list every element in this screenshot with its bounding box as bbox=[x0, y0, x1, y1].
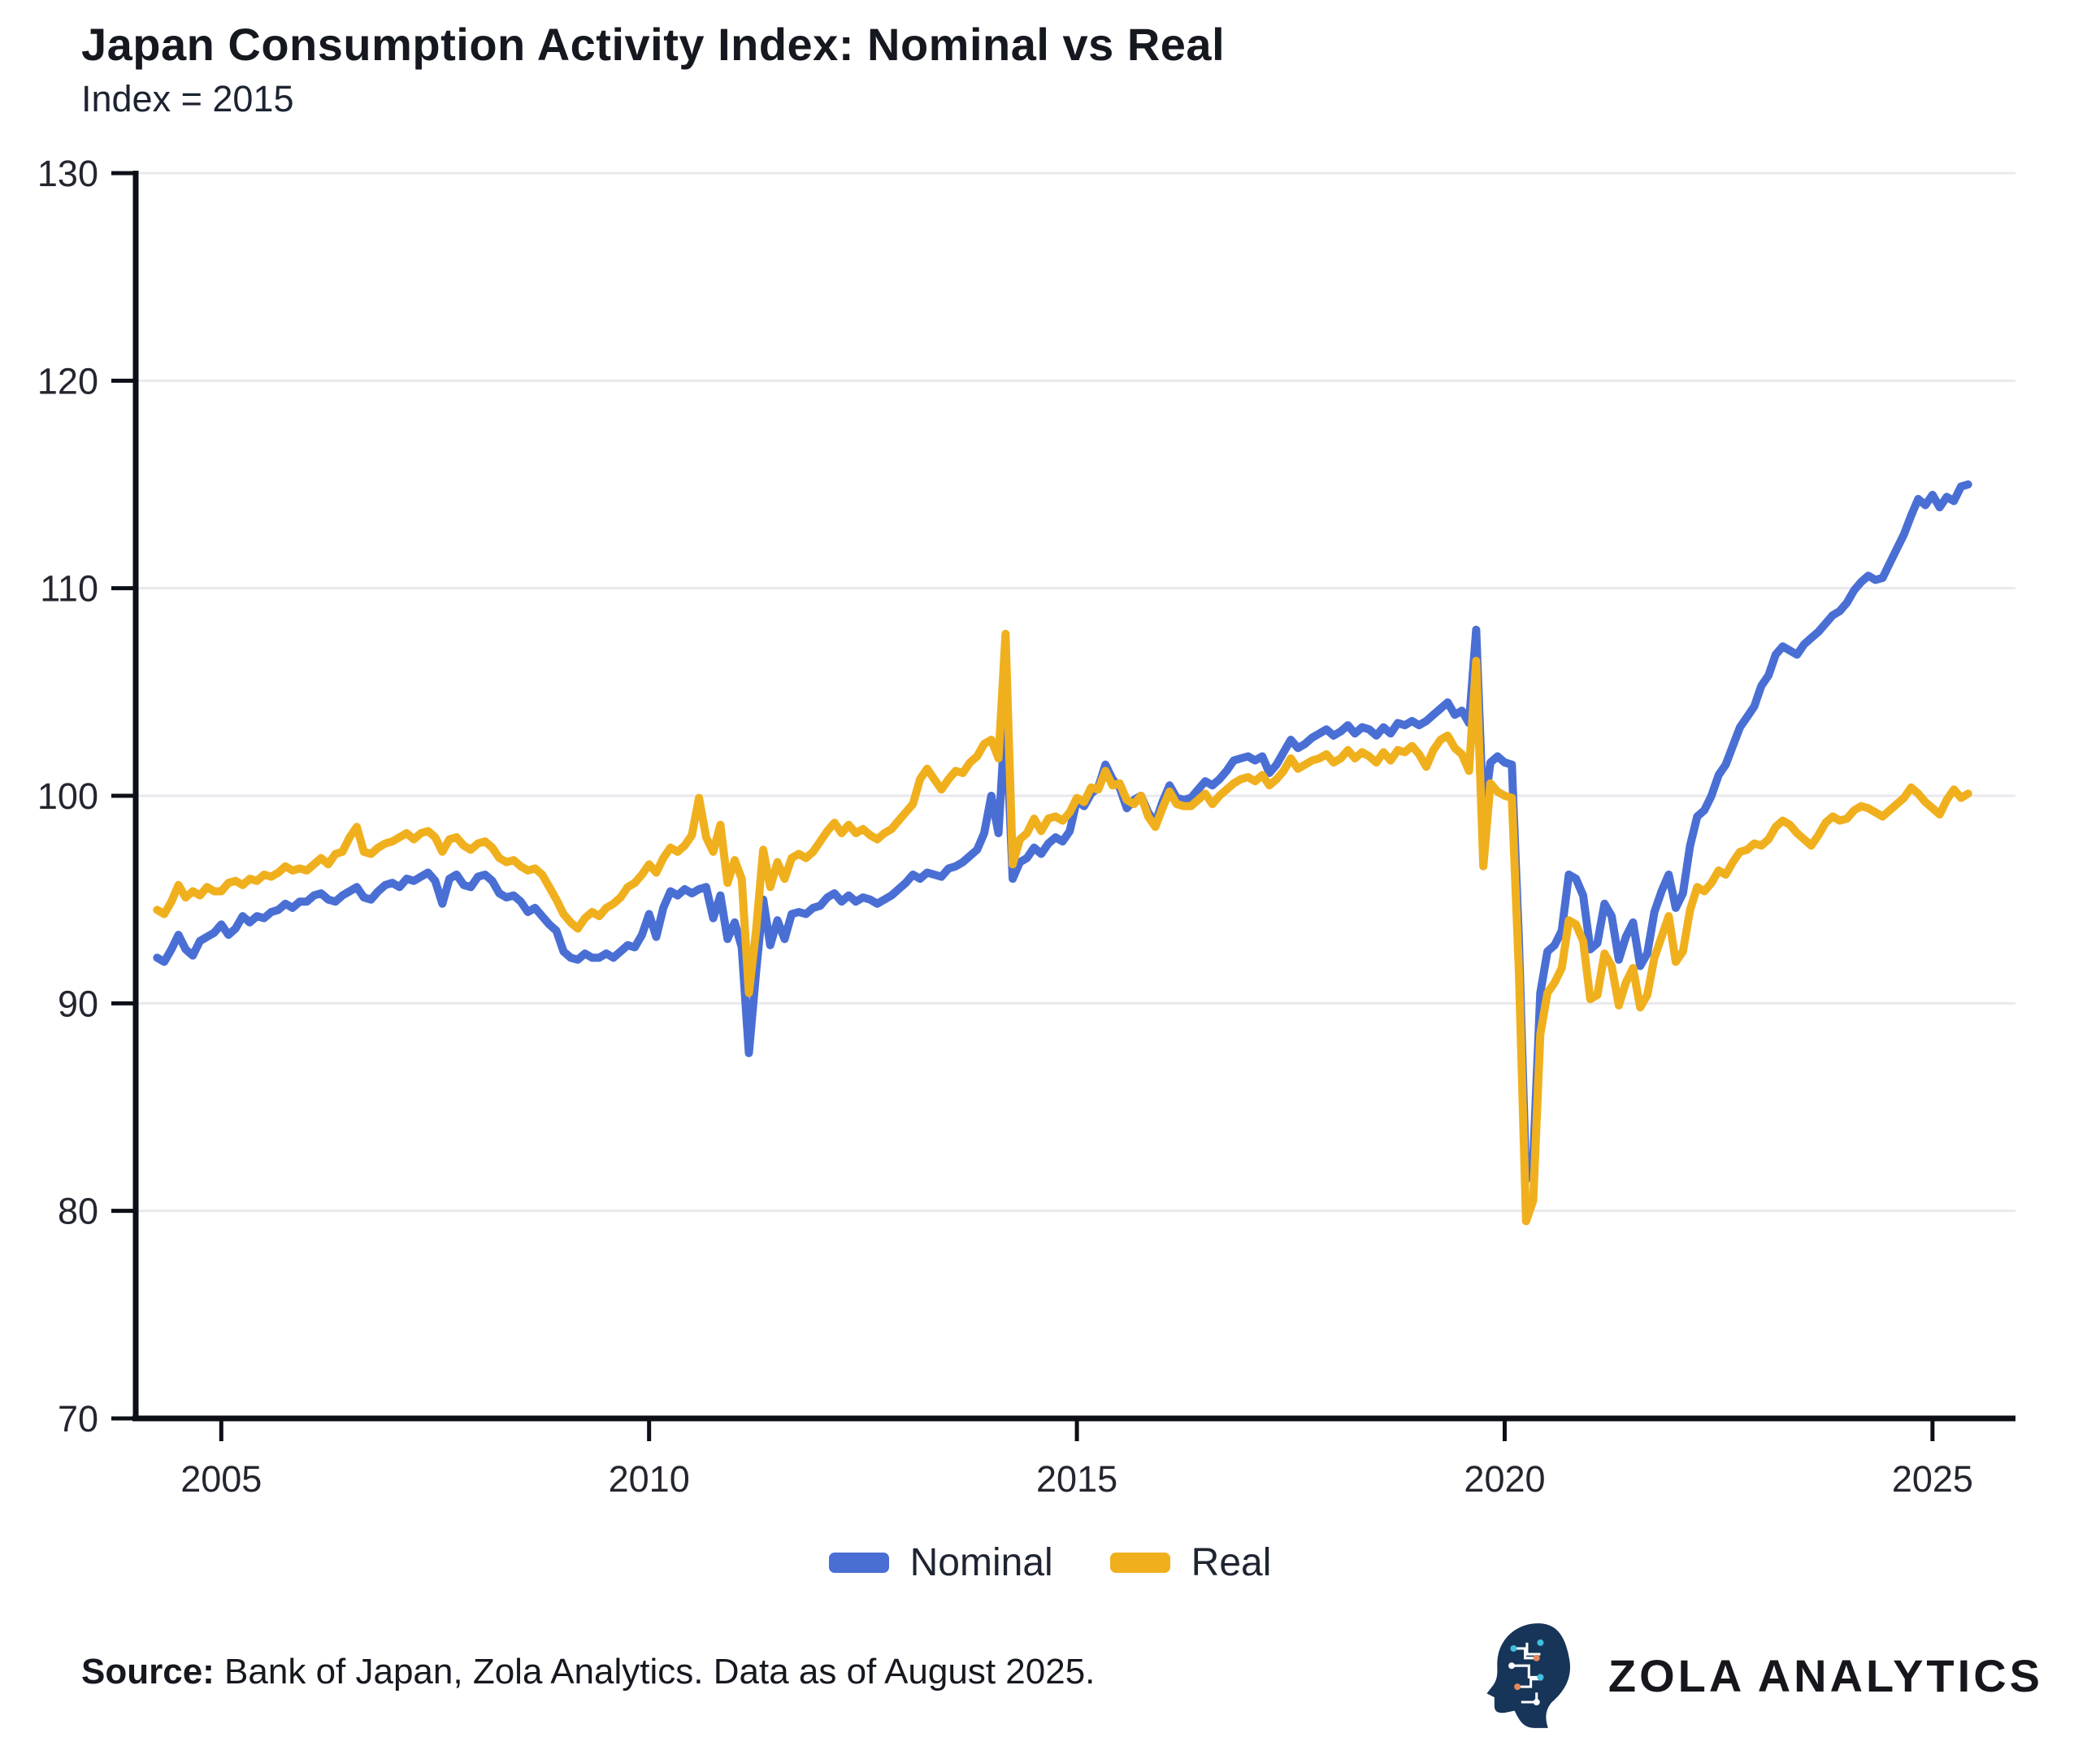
svg-text:70: 70 bbox=[58, 1398, 98, 1440]
page-title: Japan Consumption Activity Index: Nomina… bbox=[81, 19, 1226, 70]
nominal-swatch bbox=[828, 1553, 889, 1573]
svg-text:2015: 2015 bbox=[1036, 1458, 1117, 1500]
chart-legend: Nominal Real bbox=[0, 1540, 2100, 1585]
brand-name: ZOLA ANALYTICS bbox=[1608, 1649, 2043, 1701]
svg-text:2020: 2020 bbox=[1464, 1458, 1545, 1500]
legend-label-nominal: Nominal bbox=[909, 1541, 1053, 1584]
source-label: Source: bbox=[81, 1652, 215, 1692]
legend-label-real: Real bbox=[1191, 1541, 1272, 1584]
legend-item-nominal: Nominal bbox=[828, 1540, 1053, 1585]
real-swatch bbox=[1109, 1553, 1170, 1573]
svg-text:120: 120 bbox=[37, 360, 98, 402]
source-note: Source: Bank of Japan, Zola Analytics. D… bbox=[81, 1652, 1095, 1692]
svg-text:90: 90 bbox=[58, 983, 98, 1024]
svg-text:130: 130 bbox=[37, 153, 98, 194]
chart-subtitle: Index = 2015 bbox=[81, 78, 294, 119]
source-text: Bank of Japan, Zola Analytics. Data as o… bbox=[214, 1652, 1096, 1692]
brand-lockup: ZOLA ANALYTICS bbox=[1485, 1622, 2043, 1729]
svg-text:100: 100 bbox=[37, 775, 98, 817]
svg-text:80: 80 bbox=[58, 1191, 98, 1232]
svg-text:2025: 2025 bbox=[1892, 1458, 1973, 1500]
circuit-head-icon bbox=[1486, 1623, 1570, 1728]
svg-text:2005: 2005 bbox=[180, 1458, 262, 1500]
svg-text:110: 110 bbox=[40, 568, 98, 610]
legend-item-real: Real bbox=[1109, 1540, 1272, 1585]
svg-text:2010: 2010 bbox=[609, 1458, 690, 1500]
